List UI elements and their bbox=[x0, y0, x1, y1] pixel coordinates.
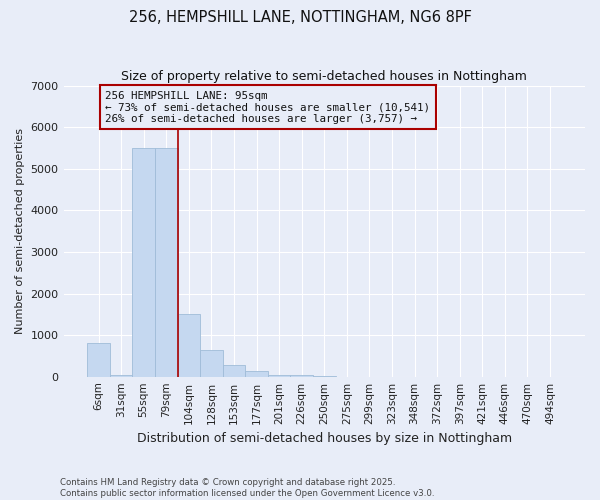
Bar bbox=[87, 344, 110, 376]
X-axis label: Distribution of semi-detached houses by size in Nottingham: Distribution of semi-detached houses by … bbox=[137, 432, 512, 445]
Bar bbox=[245, 372, 268, 376]
Bar bbox=[223, 365, 245, 376]
Y-axis label: Number of semi-detached properties: Number of semi-detached properties bbox=[15, 128, 25, 334]
Bar bbox=[290, 374, 313, 376]
Bar bbox=[268, 374, 290, 376]
Bar bbox=[155, 148, 178, 376]
Text: 256, HEMPSHILL LANE, NOTTINGHAM, NG6 8PF: 256, HEMPSHILL LANE, NOTTINGHAM, NG6 8PF bbox=[128, 10, 472, 25]
Text: Contains HM Land Registry data © Crown copyright and database right 2025.
Contai: Contains HM Land Registry data © Crown c… bbox=[60, 478, 434, 498]
Text: 256 HEMPSHILL LANE: 95sqm
← 73% of semi-detached houses are smaller (10,541)
26%: 256 HEMPSHILL LANE: 95sqm ← 73% of semi-… bbox=[106, 90, 430, 124]
Bar bbox=[200, 350, 223, 376]
Bar bbox=[133, 148, 155, 376]
Bar bbox=[178, 314, 200, 376]
Title: Size of property relative to semi-detached houses in Nottingham: Size of property relative to semi-detach… bbox=[121, 70, 527, 83]
